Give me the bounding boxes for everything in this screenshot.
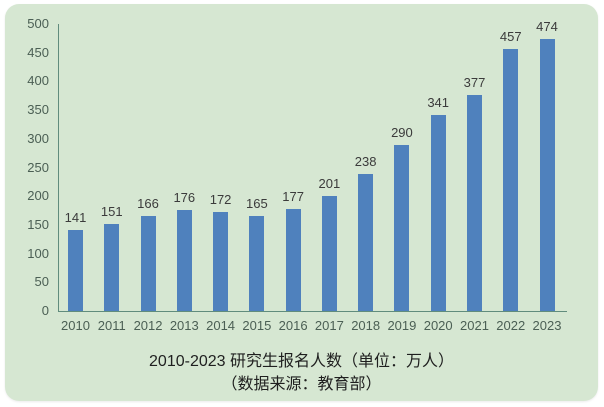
y-tick-label-150: 150: [27, 216, 49, 232]
x-tick-label-2012: 2012: [133, 318, 163, 333]
value-label-2014: 172: [209, 192, 232, 208]
value-label-2017: 201: [318, 175, 341, 191]
bar-2020: [430, 115, 446, 311]
bar-2017: [321, 195, 337, 311]
bar-2014: [213, 212, 229, 311]
value-label-2011: 151: [100, 204, 123, 220]
x-tick-label-2014: 2014: [206, 318, 236, 333]
x-tick-label-2021: 2021: [460, 318, 489, 333]
y-tick-label-0: 0: [41, 303, 49, 318]
x-tick-label-2023: 2023: [532, 318, 562, 333]
bar-2016: [285, 209, 301, 311]
bar-2015: [249, 216, 265, 311]
y-tick-label-500: 500: [27, 16, 49, 31]
value-label-2012: 166: [137, 195, 159, 211]
value-label-2023: 474: [536, 18, 558, 34]
y-tick-label-50: 50: [34, 274, 49, 290]
bar-2010: [68, 230, 83, 311]
value-label-2021: 377: [463, 74, 486, 90]
value-label-2020: 341: [427, 95, 450, 111]
value-label-2018: 238: [354, 154, 377, 170]
x-tick-label-2022: 2022: [496, 318, 526, 333]
y-tick-label-200: 200: [27, 188, 49, 204]
y-tick-label-300: 300: [27, 130, 49, 146]
y-axis-line: [57, 24, 59, 311]
y-tick-label-400: 400: [27, 73, 49, 89]
x-tick-label-2019: 2019: [387, 318, 417, 333]
value-label-2010: 141: [64, 210, 87, 226]
bar-2021: [466, 94, 482, 311]
x-tick-label-2017: 2017: [314, 318, 344, 333]
x-tick-label-2016: 2016: [278, 318, 308, 333]
x-tick-label-2018: 2018: [351, 318, 381, 333]
x-tick-label-2020: 2020: [423, 318, 453, 333]
bar-2013: [176, 209, 192, 311]
y-tick-label-100: 100: [27, 245, 49, 261]
x-tick-label-2013: 2013: [169, 318, 199, 333]
bar-2018: [358, 174, 374, 311]
bar-2023: [539, 38, 555, 311]
value-label-2016: 177: [282, 189, 304, 205]
x-tick-label-2015: 2015: [242, 318, 272, 333]
value-label-2019: 290: [391, 124, 413, 140]
x-axis-line: [57, 310, 567, 312]
chart-title: 2010-2023 研究生报名人数（单位：万人）: [149, 353, 454, 370]
x-tick-label-2011: 2011: [97, 318, 126, 333]
bar-2012: [140, 215, 156, 311]
bar-2011: [104, 224, 120, 311]
y-tick-label-350: 350: [27, 102, 49, 118]
bar-2022: [503, 48, 519, 311]
bar-2019: [394, 144, 410, 311]
value-label-2022: 457: [499, 28, 522, 44]
y-tick-label-450: 450: [27, 44, 49, 60]
x-tick-label-2010: 2010: [61, 318, 90, 333]
chart-panel: 0 50 100 150 200 250 300 350 400 450 500 141 2010 151…: [5, 4, 598, 401]
y-tick-label-250: 250: [27, 159, 49, 175]
value-label-2013: 176: [173, 189, 196, 205]
chart-subtitle: （数据来源：教育部）: [221, 376, 382, 393]
value-label-2015: 165: [245, 196, 268, 212]
